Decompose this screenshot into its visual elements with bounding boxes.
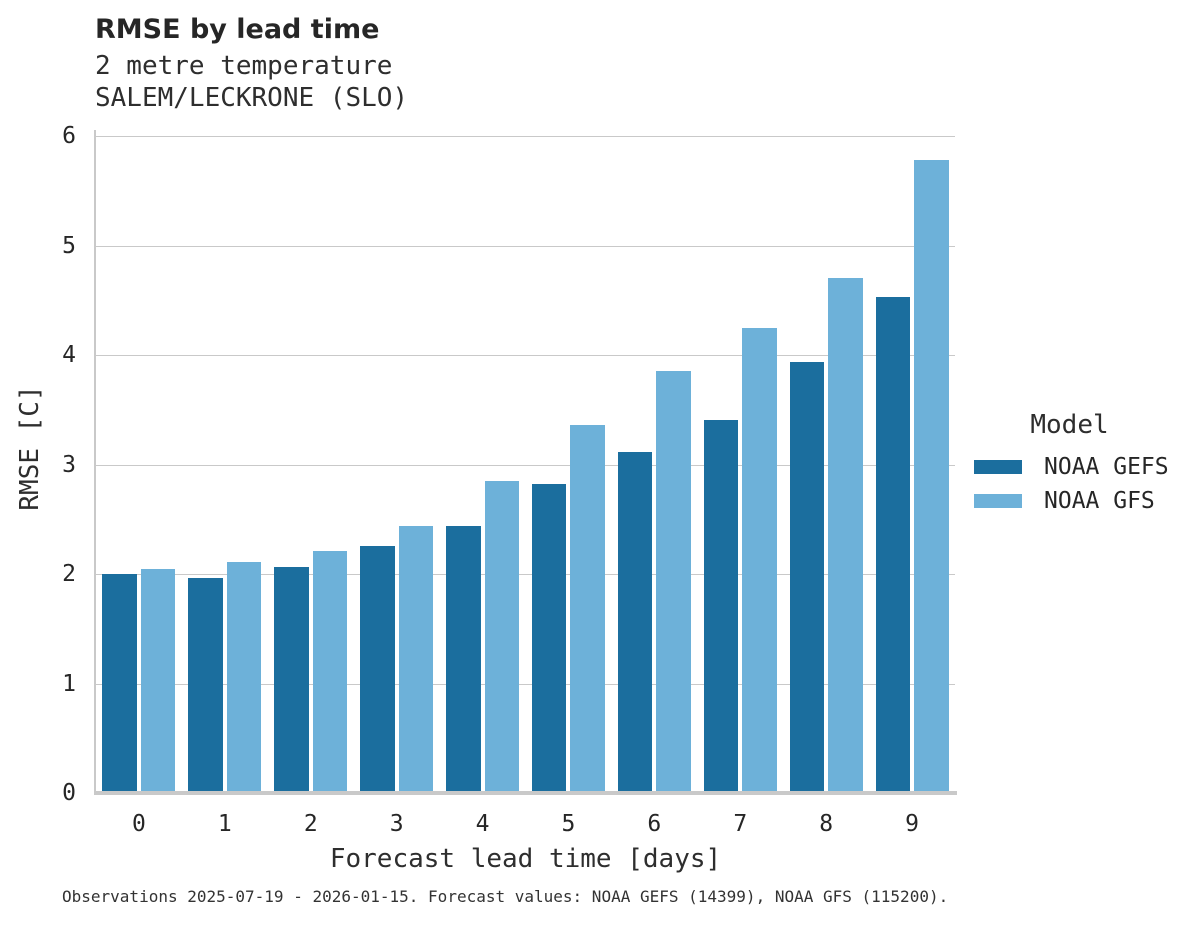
bar-noaa-gefs-day-7 — [703, 419, 739, 793]
gridline-y-6 — [96, 136, 955, 137]
legend-swatch-noaa-gfs — [974, 494, 1022, 508]
x-tick-2: 2 — [303, 811, 318, 837]
bar-noaa-gfs-day-1 — [226, 561, 262, 793]
caption: Observations 2025-07-19 - 2026-01-15. Fo… — [62, 887, 949, 906]
y-tick-0: 0 — [62, 780, 76, 806]
legend-rows: NOAA GEFS NOAA GFS — [962, 450, 1177, 518]
legend-swatch-noaa-gefs — [974, 460, 1022, 474]
y-tick-2: 2 — [62, 561, 76, 587]
gridline-y-5 — [96, 245, 955, 247]
bar-noaa-gfs-day-2 — [312, 551, 348, 793]
y-axis-label: RMSE [C] — [15, 385, 45, 511]
bar-noaa-gfs-day-8 — [828, 278, 863, 793]
bar-noaa-gefs-day-4 — [446, 525, 481, 793]
x-tick-5: 5 — [561, 811, 576, 837]
plot-area — [96, 136, 955, 793]
legend-item-noaa-gefs: NOAA GEFS — [962, 450, 1177, 484]
legend-item-noaa-gfs: NOAA GFS — [962, 484, 1177, 518]
bar-noaa-gfs-day-7 — [742, 327, 777, 793]
bar-noaa-gefs-day-9 — [875, 296, 911, 793]
bar-noaa-gefs-day-8 — [789, 361, 825, 793]
bar-noaa-gefs-day-2 — [274, 567, 309, 793]
x-axis-line — [94, 791, 957, 795]
bar-noaa-gefs-day-5 — [531, 484, 567, 793]
legend-label-noaa-gfs: NOAA GFS — [1044, 488, 1155, 514]
x-tick-4: 4 — [475, 811, 490, 837]
subtitle-station: SALEM/LECKRONE (SLO) — [95, 83, 409, 113]
bar-noaa-gfs-day-9 — [914, 160, 949, 793]
bar-noaa-gefs-day-0 — [102, 574, 137, 793]
bar-noaa-gfs-day-5 — [570, 425, 605, 793]
bar-noaa-gefs-day-1 — [188, 578, 223, 793]
x-axis-label: Forecast lead time [days] — [329, 844, 722, 874]
bar-noaa-gfs-day-6 — [656, 371, 691, 793]
chart-subtitle: 2 metre temperature SALEM/LECKRONE (SLO) — [95, 50, 408, 114]
y-tick-6: 6 — [62, 123, 76, 149]
gridline-y-2 — [96, 574, 955, 575]
gridline-y-4 — [96, 355, 955, 356]
x-tick-7: 7 — [733, 811, 748, 837]
x-tick-1: 1 — [217, 811, 232, 837]
legend: Model NOAA GEFS NOAA GFS — [962, 410, 1177, 518]
bar-noaa-gfs-day-3 — [398, 525, 434, 793]
gridline-y-1 — [96, 683, 955, 685]
legend-label-noaa-gefs: NOAA GEFS — [1044, 454, 1169, 480]
y-tick-1: 1 — [62, 670, 76, 697]
y-tick-5: 5 — [62, 232, 76, 259]
x-tick-9: 9 — [905, 811, 919, 837]
x-tick-3: 3 — [389, 811, 404, 837]
x-tick-8: 8 — [819, 811, 834, 837]
y-tick-3: 3 — [62, 451, 76, 478]
bar-noaa-gfs-day-4 — [484, 480, 520, 793]
gridline-y-3 — [96, 464, 955, 466]
legend-title: Model — [1030, 410, 1109, 440]
chart-title: RMSE by lead time — [95, 14, 380, 45]
bar-noaa-gefs-day-6 — [617, 452, 653, 793]
y-tick-4: 4 — [62, 342, 76, 368]
x-tick-6: 6 — [647, 811, 662, 837]
subtitle-variable: 2 metre temperature — [95, 51, 393, 81]
bar-noaa-gfs-day-0 — [140, 568, 176, 793]
x-tick-0: 0 — [132, 811, 146, 837]
bar-noaa-gefs-day-3 — [360, 545, 395, 793]
y-axis-spine — [94, 130, 96, 795]
